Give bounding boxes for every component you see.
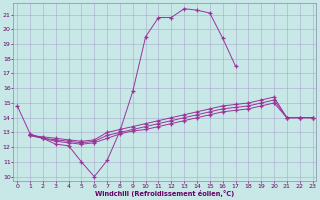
- X-axis label: Windchill (Refroidissement éolien,°C): Windchill (Refroidissement éolien,°C): [95, 190, 235, 197]
